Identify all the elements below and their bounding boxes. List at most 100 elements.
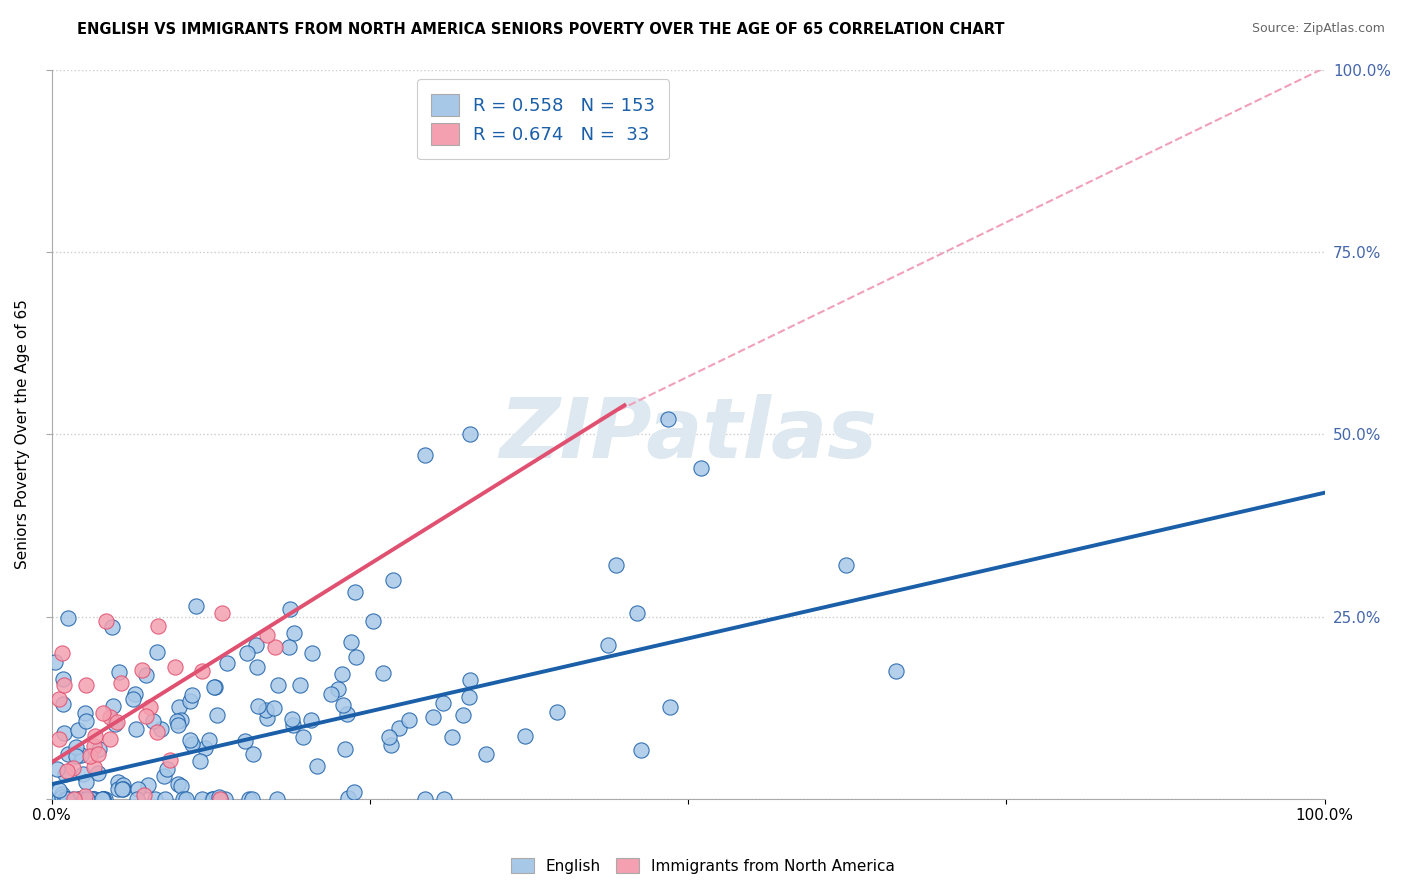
Point bbox=[56, 791, 79, 805]
Point bbox=[65, 748, 87, 763]
Point bbox=[247, 699, 270, 714]
Point bbox=[283, 626, 305, 640]
Point bbox=[215, 656, 238, 670]
Point bbox=[150, 723, 173, 737]
Point bbox=[94, 791, 117, 805]
Point bbox=[48, 782, 70, 797]
Point bbox=[125, 722, 148, 736]
Point bbox=[91, 791, 114, 805]
Point bbox=[87, 742, 110, 756]
Point bbox=[167, 699, 190, 714]
Point bbox=[256, 703, 278, 717]
Point bbox=[163, 659, 186, 673]
Point bbox=[299, 713, 322, 727]
Point bbox=[236, 646, 259, 660]
Point bbox=[194, 740, 217, 755]
Point bbox=[181, 737, 204, 751]
Point bbox=[135, 709, 157, 723]
Point bbox=[82, 791, 104, 805]
Point bbox=[513, 729, 536, 743]
Point bbox=[170, 779, 193, 793]
Point bbox=[659, 700, 682, 714]
Point bbox=[626, 607, 648, 621]
Point bbox=[263, 640, 285, 655]
Point bbox=[87, 747, 110, 761]
Point bbox=[75, 774, 97, 789]
Point bbox=[172, 791, 194, 805]
Point bbox=[53, 678, 76, 692]
Point bbox=[51, 646, 73, 660]
Point bbox=[153, 769, 176, 783]
Point bbox=[76, 791, 98, 805]
Point bbox=[205, 707, 228, 722]
Point bbox=[630, 742, 652, 756]
Point bbox=[48, 731, 70, 746]
Point bbox=[46, 762, 69, 776]
Point bbox=[56, 611, 79, 625]
Point bbox=[884, 664, 907, 678]
Point bbox=[91, 791, 114, 805]
Point bbox=[238, 791, 260, 805]
Point bbox=[596, 638, 619, 652]
Text: ZIPatlas: ZIPatlas bbox=[499, 394, 877, 475]
Point bbox=[191, 791, 214, 805]
Point bbox=[280, 712, 302, 726]
Point bbox=[62, 791, 84, 805]
Point bbox=[135, 668, 157, 682]
Point bbox=[83, 739, 105, 753]
Point bbox=[51, 697, 73, 711]
Point bbox=[288, 678, 311, 692]
Point bbox=[305, 758, 328, 772]
Point bbox=[107, 782, 129, 797]
Text: Source: ZipAtlas.com: Source: ZipAtlas.com bbox=[1251, 22, 1385, 36]
Point bbox=[458, 690, 481, 704]
Point bbox=[202, 680, 225, 694]
Point bbox=[605, 558, 627, 573]
Point bbox=[73, 706, 96, 720]
Point bbox=[63, 791, 86, 805]
Point bbox=[441, 730, 464, 744]
Point bbox=[111, 778, 134, 792]
Point bbox=[111, 782, 134, 797]
Point bbox=[70, 747, 93, 762]
Point bbox=[245, 638, 267, 652]
Point bbox=[184, 599, 207, 614]
Point bbox=[131, 663, 153, 677]
Point bbox=[336, 706, 359, 721]
Point bbox=[181, 689, 204, 703]
Point bbox=[86, 765, 108, 780]
Legend: English, Immigrants from North America: English, Immigrants from North America bbox=[505, 852, 901, 880]
Point bbox=[208, 791, 231, 805]
Point bbox=[546, 706, 568, 720]
Point bbox=[127, 782, 149, 797]
Point bbox=[83, 760, 105, 774]
Point bbox=[142, 714, 165, 729]
Point bbox=[283, 718, 305, 732]
Point bbox=[156, 762, 179, 776]
Point bbox=[382, 574, 405, 588]
Point bbox=[292, 731, 315, 745]
Point bbox=[53, 725, 76, 739]
Point bbox=[143, 791, 166, 805]
Point bbox=[378, 731, 401, 745]
Point bbox=[278, 602, 301, 616]
Point bbox=[107, 775, 129, 789]
Point bbox=[56, 791, 79, 805]
Y-axis label: Seniors Poverty Over the Age of 65: Seniors Poverty Over the Age of 65 bbox=[15, 300, 30, 569]
Point bbox=[73, 791, 96, 805]
Point bbox=[475, 747, 498, 761]
Point bbox=[65, 740, 87, 755]
Point bbox=[267, 678, 290, 692]
Point bbox=[83, 791, 105, 805]
Point bbox=[91, 791, 114, 805]
Point bbox=[266, 791, 288, 805]
Point bbox=[188, 754, 211, 768]
Point bbox=[125, 791, 148, 805]
Point bbox=[433, 791, 456, 805]
Point bbox=[204, 680, 226, 694]
Point bbox=[98, 731, 121, 746]
Point bbox=[422, 710, 444, 724]
Point bbox=[146, 725, 169, 739]
Point bbox=[214, 791, 236, 805]
Point bbox=[53, 791, 76, 805]
